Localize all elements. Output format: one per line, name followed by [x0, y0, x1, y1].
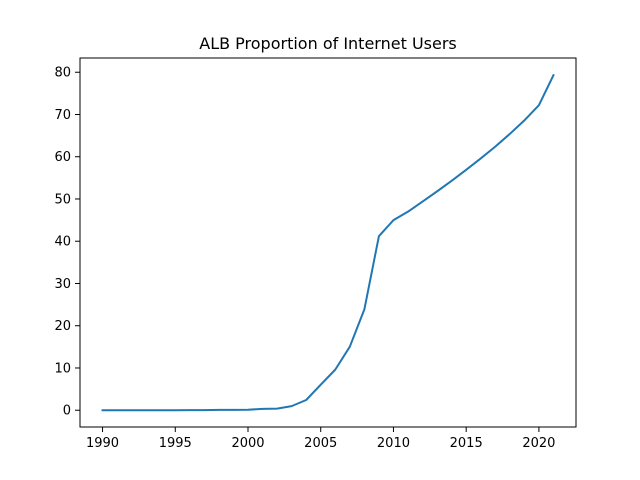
y-tick-label: 50 — [54, 192, 71, 207]
chart-title: ALB Proportion of Internet Users — [199, 34, 457, 53]
y-tick-label: 80 — [54, 66, 71, 81]
x-tick-label: 2000 — [231, 436, 264, 451]
y-tick-label: 20 — [54, 319, 71, 334]
x-tick-label: 2005 — [304, 436, 337, 451]
y-tick-label: 60 — [54, 150, 71, 165]
series-line-0 — [101, 73, 555, 412]
x-tick-label: 1990 — [86, 436, 119, 451]
x-tick-label: 2020 — [522, 436, 555, 451]
series-layer — [101, 73, 555, 412]
plot-area-frame — [79, 57, 577, 428]
y-tick-label: 0 — [63, 404, 71, 419]
y-axis: 0 10 20 30 40 50 60 70 80 — [54, 66, 80, 419]
x-tick-label: 2015 — [450, 436, 483, 451]
x-tick-label: 2010 — [377, 436, 410, 451]
y-tick-label: 70 — [54, 108, 71, 123]
y-tick-label: 30 — [54, 277, 71, 292]
y-tick-label: 40 — [54, 235, 71, 250]
y-tick-label: 10 — [54, 361, 71, 376]
x-axis: 1990 1995 2000 2005 2010 2015 2020 — [86, 427, 555, 451]
x-tick-label: 1995 — [159, 436, 192, 451]
